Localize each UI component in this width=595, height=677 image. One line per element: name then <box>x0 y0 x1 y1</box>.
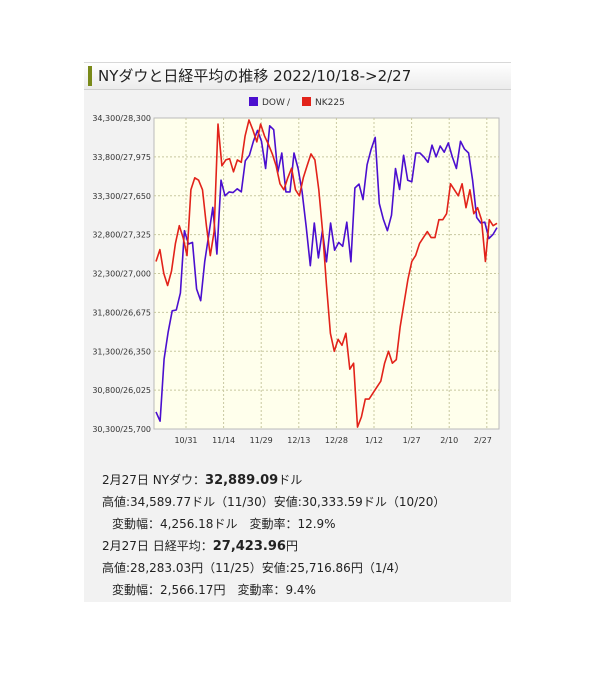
legend-label-nk: NK225 <box>315 98 345 108</box>
x-tick-label: 2/10 <box>440 436 458 445</box>
series-line-nk225 <box>155 119 498 428</box>
x-tick-label: 12/28 <box>325 436 348 445</box>
y-tick-label: 30,300/25,700 <box>92 425 151 434</box>
y-tick-label: 33,300/27,650 <box>92 192 151 201</box>
y-tick-label: 31,800/26,675 <box>92 308 151 317</box>
title-bar <box>84 62 511 90</box>
legend-swatch-dow <box>249 97 258 106</box>
nikkei-high-low: 高値:28,283.03円（11/25）安値:25,716.86円（1/4） <box>102 561 407 575</box>
x-tick-label: 12/13 <box>287 436 310 445</box>
dow-high-low: 高値:34,589.77ドル（11/30）安値:30,333.59ドル（10/2… <box>102 495 446 509</box>
y-tick-label: 32,300/27,000 <box>92 270 151 279</box>
chart-title: NYダウと日経平均の推移 2022/10/18->2/27 <box>98 67 412 85</box>
legend-label-dow: DOW <box>262 98 285 108</box>
grid <box>154 118 499 429</box>
series-lines <box>155 119 498 428</box>
x-tick-label: 1/12 <box>365 436 383 445</box>
x-axis-ticks: 10/31 11/14 11/29 12/13 12/28 1/12 1/27 2/10 2/2… <box>174 436 491 445</box>
y-axis-ticks: 34,300/28,300 33,800/27,975 33,300/27,650 3… <box>92 114 151 434</box>
nikkei-close-value: 27,423.96 <box>212 539 286 554</box>
dow-close-value: 32,889.09 <box>205 473 279 488</box>
y-tick-label: 34,300/28,300 <box>92 114 151 123</box>
nikkei-change: 変動幅：2,566.17円 変動率：9.4% <box>112 583 316 597</box>
legend-swatch-nk <box>302 97 311 106</box>
x-tick-label: 11/29 <box>250 436 273 445</box>
title-accent <box>88 66 92 86</box>
x-tick-label: 1/27 <box>403 436 421 445</box>
x-tick-label: 11/14 <box>212 436 235 445</box>
line-chart: DOW / NK225 34,300/28,300 33,800/27,975 33… <box>92 97 500 445</box>
y-tick-label: 30,800/26,025 <box>92 386 151 395</box>
x-tick-label: 10/31 <box>174 436 197 445</box>
dow-close-line: 2月27日 NYダウ：32,889.09ドル <box>102 473 303 488</box>
y-tick-label: 32,800/27,325 <box>92 231 151 240</box>
nikkei-close-line: 2月27日 日経平均：27,423.96円 <box>102 539 298 554</box>
x-tick-label: 2/27 <box>474 436 492 445</box>
y-tick-label: 31,300/26,350 <box>92 347 151 356</box>
y-tick-label: 33,800/27,975 <box>92 153 151 162</box>
legend-separator: / <box>287 98 291 108</box>
series-line-dow <box>155 124 498 423</box>
dow-change: 変動幅：4,256.18ドル 変動率：12.9% <box>112 517 336 531</box>
